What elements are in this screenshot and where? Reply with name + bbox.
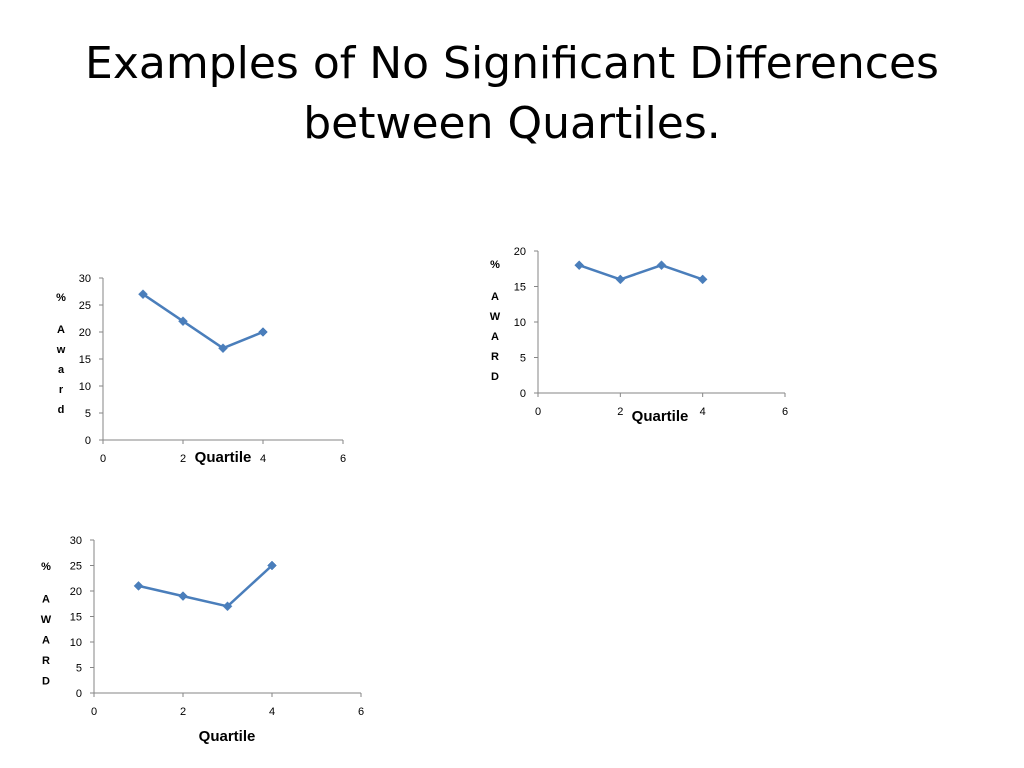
y-tick-label: 30 (79, 273, 91, 285)
x-tick-label: 2 (180, 453, 186, 465)
y-tick-label: 20 (70, 586, 82, 598)
x-tick-label: 0 (91, 706, 97, 718)
series-line (138, 564, 273, 608)
x-tick-label: 4 (700, 406, 706, 418)
data-point-diamond (178, 316, 188, 327)
y-tick-label: 15 (70, 612, 82, 624)
y-axis-title-char: % (41, 561, 51, 573)
x-axis-title: Quartile (199, 728, 256, 745)
y-tick-label: 10 (514, 317, 526, 329)
data-point-diamond (138, 289, 148, 300)
data-point-diamond (656, 260, 667, 271)
y-tick-label: 10 (79, 381, 91, 393)
y-tick-label: 0 (85, 435, 91, 447)
x-axis-title: Quartile (195, 449, 252, 466)
data-point-diamond (697, 274, 708, 285)
y-axis-title-char: W (41, 614, 52, 626)
y-axis-title-char: R (491, 351, 499, 363)
x-axis-title: Quartile (632, 408, 689, 425)
x-tick-label: 4 (269, 706, 275, 718)
y-tick-label: 0 (76, 688, 82, 700)
y-tick-label: 30 (70, 535, 82, 547)
y-axis-title-char: A (57, 324, 65, 336)
y-axis-title-char: r (59, 384, 64, 396)
x-tick-label: 6 (782, 406, 788, 418)
y-axis-title-char: a (58, 364, 65, 376)
x-tick-label: 0 (535, 406, 541, 418)
y-tick-label: 5 (85, 408, 91, 420)
y-axis-title-char: % (490, 259, 500, 271)
data-point-diamond (258, 327, 268, 337)
data-point-diamond (133, 581, 144, 591)
y-tick-label: 25 (79, 300, 91, 312)
y-tick-label: 0 (520, 388, 526, 400)
y-axis-title-char: R (42, 655, 50, 667)
y-axis-title-char: A (491, 291, 499, 303)
y-tick-label: 25 (70, 561, 82, 573)
x-tick-label: 6 (340, 453, 346, 465)
y-tick-label: 15 (514, 282, 526, 294)
y-tick-label: 10 (70, 637, 82, 649)
y-tick-label: 20 (514, 246, 526, 258)
data-point-diamond (222, 601, 233, 612)
data-point-diamond (267, 560, 277, 571)
y-axis-title-char: w (56, 344, 66, 356)
x-tick-label: 0 (100, 453, 106, 465)
y-axis-title-char: D (491, 371, 499, 383)
data-point-diamond (178, 591, 188, 601)
y-tick-label: 20 (79, 327, 91, 339)
y-tick-label: 5 (520, 353, 526, 365)
data-point-diamond (218, 343, 228, 354)
y-axis-title-char: D (42, 676, 50, 688)
y-axis-title-char: A (42, 594, 50, 606)
series-line (578, 263, 704, 281)
x-tick-label: 4 (260, 453, 266, 465)
x-tick-label: 2 (180, 706, 186, 718)
data-point-diamond (574, 260, 585, 271)
x-tick-label: 6 (358, 706, 364, 718)
slide-title: Examples of No Significant Differences b… (85, 38, 939, 149)
y-axis-title-char: A (491, 331, 499, 343)
y-axis-title-char: d (58, 404, 65, 416)
y-tick-label: 5 (76, 663, 82, 675)
x-tick-label: 2 (617, 406, 623, 418)
y-axis-title-char: W (490, 311, 501, 323)
series-line (142, 293, 264, 350)
y-tick-label: 15 (79, 354, 91, 366)
data-point-diamond (615, 274, 626, 285)
y-axis-title-char: A (42, 635, 50, 647)
y-axis-title-char: % (56, 292, 66, 304)
